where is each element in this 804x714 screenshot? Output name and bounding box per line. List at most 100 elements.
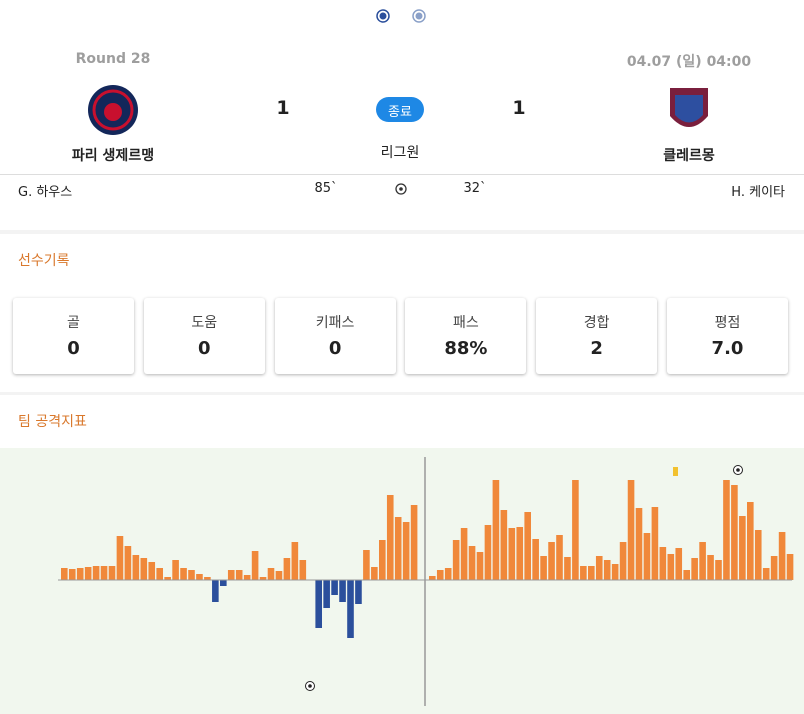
stat-label: 도움 (191, 315, 218, 331)
stat-value: 0 (67, 338, 80, 359)
stat-label: 골 (67, 315, 80, 331)
bar (204, 577, 211, 580)
datetime: 04.07 (일) 04:00 (626, 54, 752, 70)
bar (508, 528, 516, 580)
away-score: 1 (512, 97, 526, 119)
bar (588, 566, 595, 580)
bar (747, 502, 754, 580)
bar (347, 580, 354, 638)
home-player: G. 하우스 (18, 185, 73, 200)
bar (283, 558, 291, 580)
bar (267, 568, 275, 580)
bar (564, 557, 571, 580)
bar (762, 568, 770, 580)
bar (140, 558, 148, 580)
bar (410, 505, 418, 580)
stat-card: 평점 7.0 (667, 298, 788, 374)
bar (667, 554, 675, 580)
bar (723, 480, 730, 580)
bar (707, 555, 714, 580)
bar (651, 507, 659, 580)
bar (675, 548, 683, 580)
bar (227, 570, 235, 580)
bar (116, 536, 124, 580)
bar (436, 570, 444, 580)
bar (84, 567, 92, 580)
bar (524, 512, 531, 580)
stat-value: 2 (590, 338, 603, 359)
bar (61, 568, 68, 580)
bar (444, 568, 452, 580)
goal-icon (733, 465, 743, 475)
stat-label: 패스 (453, 315, 479, 331)
stat-value: 7.0 (711, 338, 744, 359)
bar (108, 566, 116, 580)
bar (754, 530, 762, 580)
bar (635, 508, 643, 580)
bar (172, 560, 179, 580)
goal-icon (305, 681, 315, 691)
bar (484, 525, 492, 580)
bar (500, 510, 508, 580)
stat-value: 0 (328, 338, 342, 359)
bar (251, 551, 259, 580)
bar (452, 540, 460, 580)
bar (627, 480, 635, 580)
bar (299, 560, 307, 580)
stat-label: 키패스 (315, 315, 355, 331)
bar (68, 569, 76, 580)
bar (92, 566, 100, 580)
bar (778, 532, 786, 580)
stat-value: 88% (444, 338, 488, 359)
bar (572, 480, 579, 580)
bar (291, 542, 299, 580)
bar (235, 570, 243, 580)
bar (132, 555, 140, 580)
bar (148, 562, 156, 580)
bar (619, 542, 627, 580)
stat-card: 경합 2 (536, 298, 658, 374)
bar (699, 542, 706, 580)
bar (556, 535, 563, 580)
round: Round 28 (75, 51, 151, 67)
attack-chart (0, 448, 804, 714)
bar (164, 577, 171, 580)
bar (715, 560, 722, 580)
home-score: 1 (276, 97, 290, 119)
bar (429, 576, 436, 580)
bar (394, 517, 402, 580)
bar (323, 580, 330, 608)
bar (468, 546, 476, 580)
bar (315, 580, 322, 628)
stat-card: 키패스 0 (274, 298, 396, 374)
away-logo (670, 88, 708, 127)
decor (0, 9, 804, 395)
bar (363, 550, 370, 580)
bar (476, 552, 484, 580)
bar (739, 516, 746, 580)
bar (196, 574, 203, 580)
card-icon (673, 467, 678, 476)
stat-label: 경합 (583, 315, 610, 331)
bar (124, 546, 132, 580)
away-player: H. 케이타 (731, 185, 785, 200)
bar (460, 528, 468, 580)
bar (611, 564, 619, 580)
bar (180, 568, 187, 580)
bar (643, 533, 651, 580)
bar (100, 566, 108, 580)
bar (580, 566, 587, 580)
away-name: 클레르몽 (663, 148, 715, 164)
stat-label: 평점 (714, 315, 741, 331)
bar (595, 556, 603, 580)
bar (540, 556, 547, 580)
league: 리그원 (380, 145, 420, 161)
bar (532, 539, 539, 580)
stat-card: 도움 0 (143, 298, 265, 374)
bar (259, 577, 267, 580)
stat-value: 0 (198, 338, 211, 359)
bar (516, 527, 524, 580)
bar (275, 571, 283, 580)
home-name: 파리 생제르맹 (71, 148, 155, 164)
